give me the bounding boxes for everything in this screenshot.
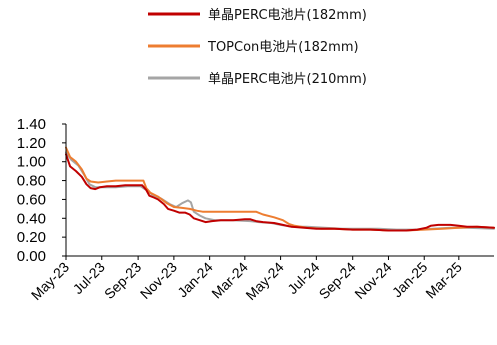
x-tick-label: Jan-24: [174, 259, 216, 301]
legend-label-2: TOPCon电池片(182mm): [207, 40, 359, 55]
y-ticks: 0.00 0.20 0.40 0.600.80 1.00 1.20 1.40: [17, 116, 66, 265]
y-tick-label: 1.00: [17, 154, 46, 171]
x-tick-label: Sep-24: [316, 259, 359, 302]
legend: 单晶PERC电池片(182mm) TOPCon电池片(182mm) 单晶PERC电池…: [148, 8, 367, 87]
series-layer: [65, 146, 495, 232]
y-tick-label: 1.40: [17, 116, 46, 133]
legend-label-1: 单晶PERC电池片(182mm): [208, 8, 367, 23]
axes: [65, 124, 494, 257]
x-tick-label: Mar-25: [422, 259, 465, 302]
x-ticks: May-23Jul-23Sep-23Nov-23Jan-24Mar-24May-…: [28, 256, 465, 303]
y-tick-label: 0.00: [17, 248, 46, 265]
series-line-1: [65, 153, 495, 232]
x-tick-label: Sep-23: [101, 259, 144, 302]
x-tick-label: Nov-24: [351, 259, 394, 302]
y-tick-label: 0.80: [17, 173, 46, 190]
y-tick-label: 0.20: [17, 229, 46, 246]
x-tick-label: Jan-25: [389, 259, 431, 301]
x-tick-label: Nov-23: [137, 259, 180, 302]
series-line-3: [65, 151, 495, 231]
legend-label-3: 单晶PERC电池片(210mm): [208, 72, 367, 87]
y-tick-label: 0.60: [17, 191, 46, 208]
y-tick-label: 0.40: [17, 210, 46, 227]
x-tick-label: May-23: [28, 259, 72, 303]
series-line-2: [65, 146, 495, 232]
x-tick-label: May-24: [242, 259, 286, 303]
y-tick-label: 1.20: [17, 135, 46, 152]
